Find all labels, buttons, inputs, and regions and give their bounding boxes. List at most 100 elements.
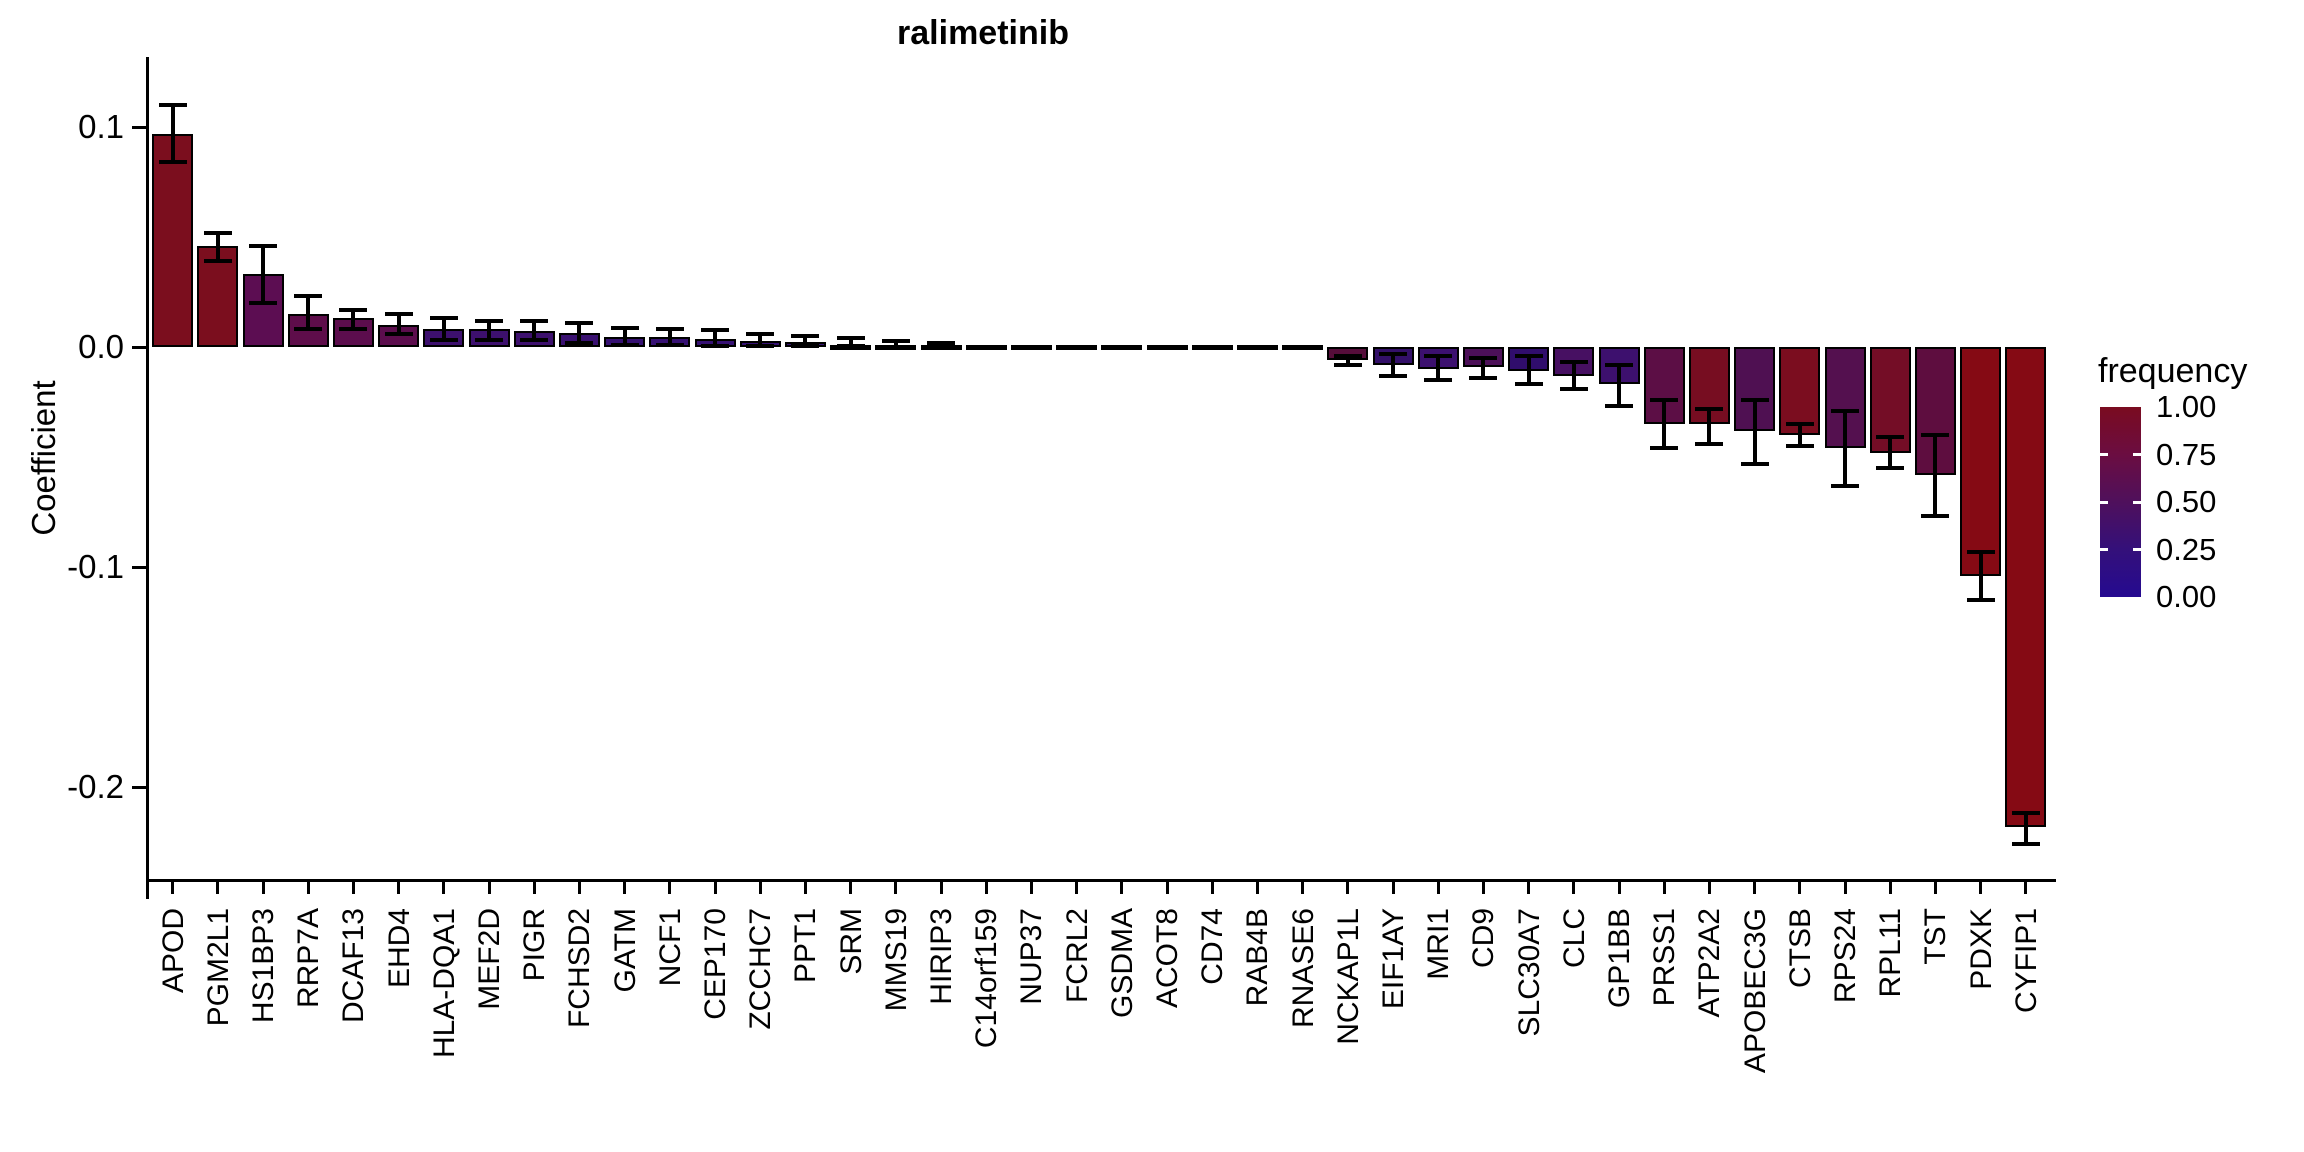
legend-tick xyxy=(2133,548,2141,551)
bar-error-cap xyxy=(746,332,775,337)
bar-error-cap xyxy=(1424,378,1453,382)
x-tick-label: HS1BP3 xyxy=(247,908,280,1024)
bar xyxy=(965,344,1007,350)
bar-error-cap xyxy=(203,230,232,235)
bar-error-line xyxy=(1888,437,1893,468)
x-tick xyxy=(577,880,581,894)
legend-title: frequency xyxy=(2098,352,2248,390)
x-tick-label: RRP7A xyxy=(292,908,326,1009)
x-tick xyxy=(487,880,491,894)
x-tick xyxy=(351,880,355,894)
bar-error-cap xyxy=(881,338,910,343)
y-tick xyxy=(132,785,146,789)
bar-error-cap xyxy=(1831,408,1859,413)
x-tick xyxy=(1572,880,1576,894)
bar-error-line xyxy=(713,330,717,346)
bar-error-cap xyxy=(927,340,955,345)
bar-error-cap xyxy=(655,327,684,332)
x-tick-label: RPL11 xyxy=(1874,908,1908,998)
x-tick-label: FCRL2 xyxy=(1060,908,1094,1004)
x-tick-label: CLC xyxy=(1557,908,1591,969)
bar-error-line xyxy=(1843,410,1847,486)
bar-error-cap xyxy=(565,340,594,345)
x-tick xyxy=(1029,880,1033,894)
x-tick xyxy=(1075,880,1079,894)
bar-error-cap xyxy=(1831,483,1859,488)
bar-error-line xyxy=(1933,435,1938,517)
bar-error-line xyxy=(215,232,220,262)
bar-error-cap xyxy=(158,160,187,165)
x-tick xyxy=(1391,880,1395,894)
bar-error-cap xyxy=(294,327,323,332)
bar xyxy=(1779,347,1821,435)
bar xyxy=(2005,347,2047,827)
x-tick-label: CD74 xyxy=(1196,908,1230,985)
bar-error-line xyxy=(170,105,175,163)
x-tick-label: GP1BB xyxy=(1603,908,1636,1009)
x-tick-label: GATM xyxy=(608,908,642,993)
y-tick-label: 0.0 xyxy=(78,328,124,365)
x-tick xyxy=(1165,880,1169,894)
bar-error-cap xyxy=(249,243,277,248)
bar-error-cap xyxy=(1785,422,1814,426)
x-tick-label: SRM xyxy=(834,908,868,975)
x-tick xyxy=(849,880,853,894)
bar-error-cap xyxy=(836,336,865,341)
x-tick-label: GSDMA xyxy=(1105,908,1139,1019)
bar-error-line xyxy=(939,342,943,347)
x-tick xyxy=(532,880,536,894)
bar-error-cap xyxy=(1876,435,1905,440)
x-tick-label: FCHSD2 xyxy=(563,908,597,1029)
bar-error-cap xyxy=(339,307,368,312)
x-tick-label: CD9 xyxy=(1467,908,1501,969)
bar-error-line xyxy=(2023,813,2028,845)
x-tick-label: EHD4 xyxy=(382,908,416,989)
bar xyxy=(1146,344,1188,350)
y-tick xyxy=(132,345,146,349)
bar-error-cap xyxy=(1424,353,1453,358)
bar-error-cap xyxy=(1740,461,1769,466)
legend-tick xyxy=(2100,453,2108,456)
bar-error-cap xyxy=(701,343,729,348)
bar-error-line xyxy=(1752,399,1757,464)
legend-tick xyxy=(2133,500,2141,504)
bar xyxy=(242,274,284,347)
x-tick xyxy=(1753,880,1757,894)
bar-error-cap xyxy=(1650,446,1679,451)
bar-error-line xyxy=(1481,358,1486,378)
bar xyxy=(1282,344,1324,350)
bar-error-cap xyxy=(1469,356,1498,360)
bar-error-line xyxy=(1978,551,1983,600)
bar-error-cap xyxy=(1605,404,1633,409)
bar xyxy=(1236,344,1278,350)
x-tick-label: HIRIP3 xyxy=(925,908,958,1005)
bar-error-cap xyxy=(249,301,277,305)
bar-error-cap xyxy=(384,331,413,336)
bar-error-cap xyxy=(1514,382,1543,387)
bar-error-line xyxy=(848,338,853,347)
bar-error-cap xyxy=(1514,353,1543,358)
bar-error-line xyxy=(1391,353,1395,376)
bar-error-cap xyxy=(1785,444,1814,448)
bar-error-line xyxy=(1526,355,1531,385)
x-tick-label: NCKAP1L xyxy=(1331,908,1365,1045)
bar-error-cap xyxy=(475,318,503,323)
x-tick-label: RPS24 xyxy=(1829,908,1862,1004)
bar xyxy=(1010,344,1052,350)
x-tick xyxy=(939,880,943,894)
x-tick-label: DCAF13 xyxy=(337,908,371,1024)
bar-error-line xyxy=(803,336,808,347)
bar xyxy=(1101,344,1143,350)
bar-error-cap xyxy=(1966,549,1995,554)
bar-error-cap xyxy=(1695,406,1724,411)
bar-error-cap xyxy=(701,328,729,333)
bar-error-line xyxy=(577,322,582,343)
x-tick xyxy=(171,880,175,894)
x-axis-line xyxy=(146,879,2056,882)
x-tick-label: MEF2D xyxy=(473,908,506,1010)
legend-tick xyxy=(2133,453,2141,456)
x-tick xyxy=(1346,880,1350,894)
bar-error-cap xyxy=(1379,351,1407,356)
bar-error-cap xyxy=(2011,842,2040,847)
bar-error-cap xyxy=(1333,353,1362,358)
